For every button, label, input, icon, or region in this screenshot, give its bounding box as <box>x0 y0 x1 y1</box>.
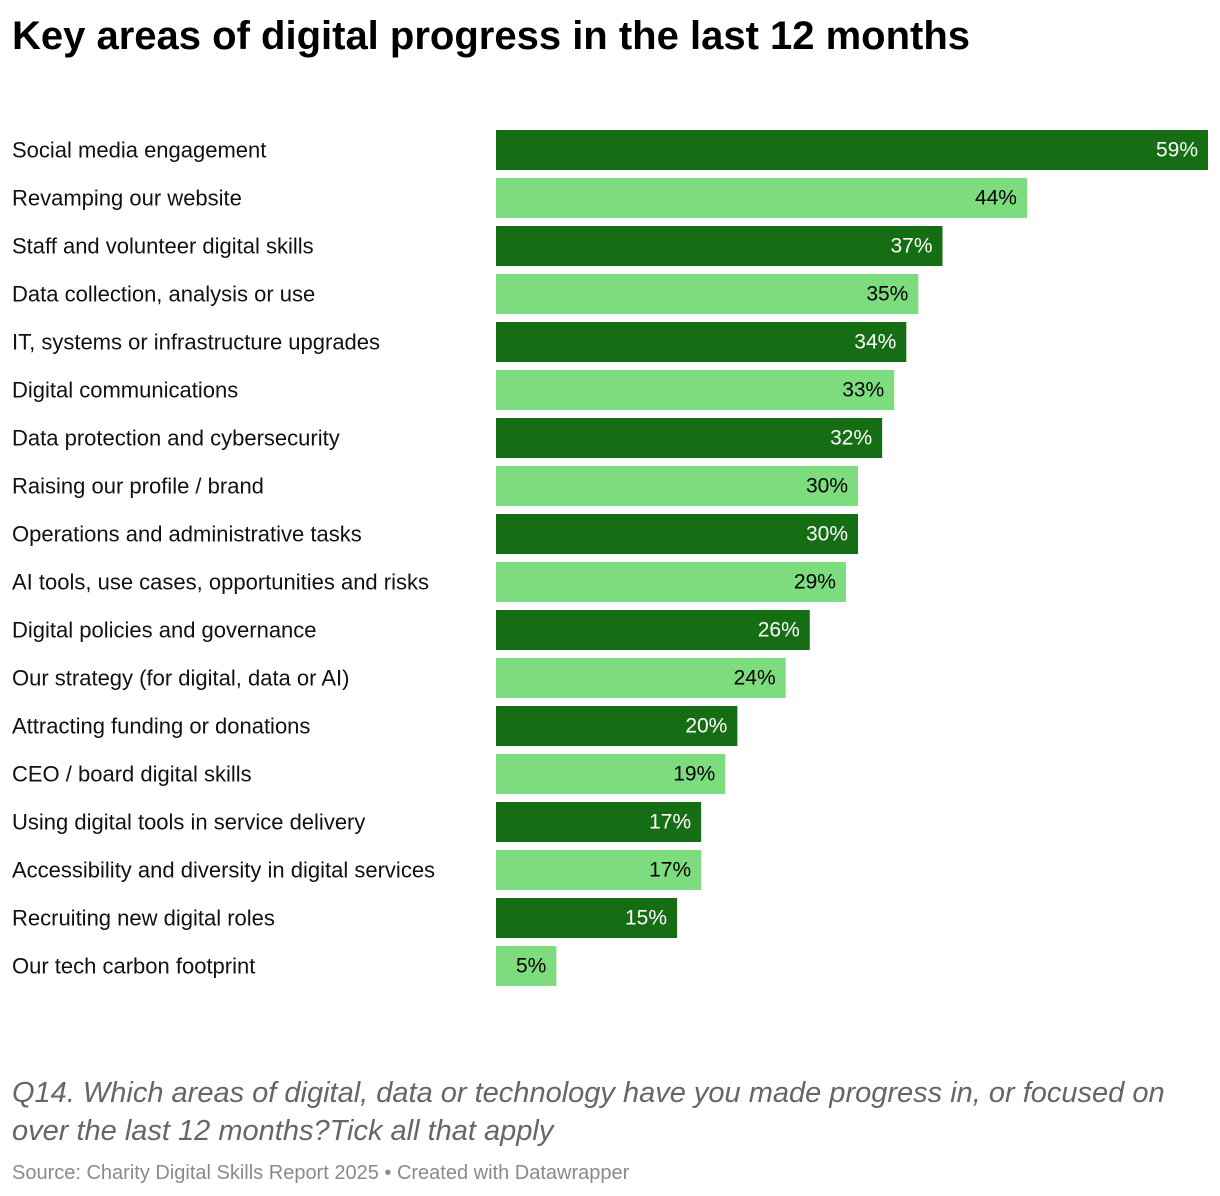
value-label: 24% <box>734 667 776 690</box>
bar-row: Raising our profile / brand 30% <box>12 466 859 506</box>
value-label: 26% <box>758 619 800 642</box>
value-label: 33% <box>842 379 884 402</box>
bar <box>496 370 895 410</box>
category-label: IT, systems or infrastructure upgrades <box>12 330 380 355</box>
bar-row: CEO / board digital skills 19% <box>12 754 726 794</box>
chart-description: Q14. Which areas of digital, data or tec… <box>12 1077 1165 1147</box>
category-label: Using digital tools in service delivery <box>12 810 365 835</box>
category-label: CEO / board digital skills <box>12 762 252 787</box>
category-label: Social media engagement <box>12 138 266 163</box>
bar-row: Data protection and cybersecurity 32% <box>12 418 883 458</box>
category-label: Digital policies and governance <box>12 618 317 643</box>
value-label: 17% <box>649 811 691 834</box>
source-note: Source: Charity Digital Skills Report 20… <box>12 1162 379 1184</box>
category-label: Operations and administrative tasks <box>12 522 362 547</box>
value-label: 29% <box>794 571 836 594</box>
bar-chart: Social media engagement 59% Revamping our … <box>12 130 1208 986</box>
bar-row: Data collection, analysis or use 35% <box>12 274 919 314</box>
bar-row: Digital communications 33% <box>12 370 895 410</box>
bar <box>496 466 859 506</box>
category-label: AI tools, use cases, opportunities and r… <box>12 570 429 595</box>
bar-row: Digital policies and governance 26% <box>12 610 810 650</box>
chart-title: Key areas of digital progress in the las… <box>12 14 971 58</box>
bar <box>496 946 557 986</box>
bar-row: Recruiting new digital roles 15% <box>12 898 678 938</box>
bar <box>496 322 907 362</box>
value-label: 20% <box>685 715 727 738</box>
bar <box>496 706 738 746</box>
value-label: 5% <box>516 955 546 978</box>
category-label: Our strategy (for digital, data or AI) <box>12 666 349 691</box>
category-label: Raising our profile / brand <box>12 474 264 499</box>
category-label: Data collection, analysis or use <box>12 282 315 307</box>
bar <box>496 274 919 314</box>
bar <box>496 562 846 602</box>
footer-separator: • <box>378 1162 397 1184</box>
value-label: 44% <box>975 187 1017 210</box>
category-label: Revamping our website <box>12 186 242 211</box>
bar-row: Our strategy (for digital, data or AI) 24… <box>12 658 786 698</box>
category-label: Data protection and cybersecurity <box>12 426 340 451</box>
bar <box>496 418 883 458</box>
category-label: Staff and volunteer digital skills <box>12 234 314 259</box>
bar-row: Our tech carbon footprint 5% <box>12 946 557 986</box>
value-label: 37% <box>890 235 932 258</box>
bar-row: Revamping our website 44% <box>12 178 1027 218</box>
category-label: Recruiting new digital roles <box>12 906 275 931</box>
bar <box>496 658 786 698</box>
credit-note: Created with Datawrapper <box>396 1162 630 1184</box>
value-label: 30% <box>806 523 848 546</box>
bar <box>496 802 702 842</box>
category-label: Our tech carbon footprint <box>12 954 255 979</box>
bar-row: Attracting funding or donations 20% <box>12 706 738 746</box>
bar <box>496 514 859 554</box>
chart-footer: Source: Charity Digital Skills Report 20… <box>12 1160 629 1186</box>
value-label: 34% <box>854 331 896 354</box>
bar-row: Operations and administrative tasks 30% <box>12 514 859 554</box>
bar <box>496 130 1208 170</box>
category-label: Accessibility and diversity in digital s… <box>12 858 435 883</box>
value-label: 59% <box>1156 139 1198 162</box>
value-label: 19% <box>673 763 715 786</box>
value-label: 30% <box>806 475 848 498</box>
bar <box>496 850 702 890</box>
value-label: 32% <box>830 427 872 450</box>
category-label: Digital communications <box>12 378 238 403</box>
bar-row: Using digital tools in service delivery 1… <box>12 802 702 842</box>
value-label: 35% <box>866 283 908 306</box>
bar-row: AI tools, use cases, opportunities and r… <box>12 562 846 602</box>
value-label: 15% <box>625 907 667 930</box>
bar <box>496 178 1027 218</box>
bar-row: Social media engagement 59% <box>12 130 1208 170</box>
bar <box>496 754 726 794</box>
bar-row: Staff and volunteer digital skills 37% <box>12 226 943 266</box>
bar-row: IT, systems or infrastructure upgrades 34… <box>12 322 907 362</box>
bar <box>496 226 943 266</box>
bar <box>496 610 810 650</box>
category-label: Attracting funding or donations <box>12 714 310 739</box>
bar-row: Accessibility and diversity in digital s… <box>12 850 702 890</box>
bar <box>496 898 678 938</box>
value-label: 17% <box>649 859 691 882</box>
